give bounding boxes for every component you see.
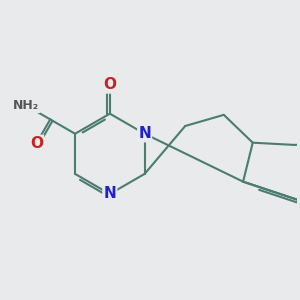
Text: O: O <box>103 77 116 92</box>
Text: NH₂: NH₂ <box>13 99 40 112</box>
Text: N: N <box>103 187 116 202</box>
Text: N: N <box>138 126 151 141</box>
Text: O: O <box>30 136 43 151</box>
